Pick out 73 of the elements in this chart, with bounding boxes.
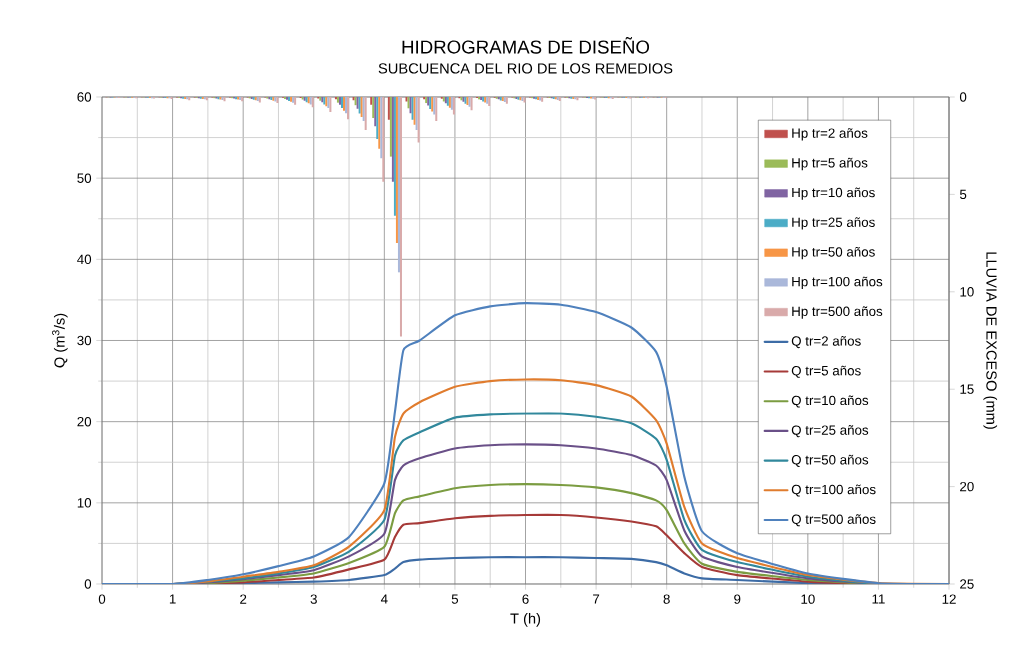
legend-label: Hp tr=10 años (792, 187, 875, 200)
legend-label: Q tr=25 años (791, 425, 869, 438)
x-tick-label: 7 (593, 594, 600, 604)
y-tick-label: 20 (77, 416, 92, 427)
legend-label: Hp tr=25 años (792, 217, 875, 230)
bar (358, 97, 361, 114)
y-tick-label: 60 (77, 92, 92, 102)
x-tick-label: 0 (98, 594, 106, 604)
bar (389, 97, 392, 157)
legend-label: Hp tr=5 años (792, 157, 868, 171)
legend-label: Hp tr=100 años (792, 276, 883, 289)
x-tick-label: 4 (380, 594, 388, 604)
line-series (102, 302, 950, 584)
y-tick-label: 40 (77, 254, 92, 265)
y2-tick-label: 0 (959, 92, 967, 102)
legend-label: Q tr=10 años (791, 395, 869, 408)
chart-title: HIDROGRAMAS DE DISEÑO (402, 37, 650, 54)
y-axis-title: Q (m$^{3}$/s) (52, 313, 68, 368)
x-tick-label: 1 (169, 594, 176, 604)
bar (329, 97, 332, 112)
y-tick-label: 50 (77, 173, 92, 183)
legend-label: Q tr=5 años (791, 365, 861, 378)
x-tick-label: 9 (734, 594, 741, 604)
bar (372, 97, 375, 119)
y2-tick-label: 20 (960, 481, 974, 492)
legend-label: Q tr=500 años (791, 514, 876, 527)
legend-label: Q tr=50 años (791, 454, 869, 467)
bar (378, 97, 381, 149)
bar (415, 97, 418, 131)
y-tick-label: 10 (77, 498, 92, 508)
bar (417, 97, 420, 143)
bar (470, 97, 473, 111)
bar (399, 97, 402, 337)
legend-label: Q tr=100 años (791, 484, 876, 497)
bar (411, 97, 414, 120)
x-tick-label: 11 (872, 594, 885, 604)
bar (347, 97, 350, 120)
x-tick-label: 12 (942, 594, 956, 604)
x-axis-title: T (h) (510, 613, 541, 627)
bar (374, 97, 377, 127)
bar (387, 97, 390, 120)
bar (376, 97, 379, 139)
bar (370, 97, 373, 105)
bar (380, 97, 383, 159)
bar (409, 97, 412, 114)
bar (407, 97, 410, 109)
legend-label: Hp tr=2 años (792, 128, 868, 141)
bar (364, 97, 367, 130)
x-tick-label: 10 (801, 594, 815, 604)
y2-tick-label: 5 (959, 189, 967, 200)
x-tick-label: 5 (451, 594, 459, 604)
bar (413, 97, 416, 125)
y-tick-label: 0 (84, 579, 92, 589)
y2-tick-label: 25 (960, 579, 974, 589)
bar (391, 97, 394, 182)
bar (435, 97, 438, 121)
bar (397, 97, 400, 273)
x-tick-label: 8 (663, 594, 670, 604)
bar (395, 97, 398, 244)
y2-tick-label: 15 (960, 384, 974, 394)
bar (393, 97, 396, 216)
legend-label: Hp tr=500 años (792, 306, 883, 319)
bar (452, 97, 455, 115)
legend-label: Q tr=2 años (791, 336, 861, 349)
legend-label: Hp tr=50 años (792, 246, 875, 260)
chart-subtitle: SUBCUENCA DEL RIO DE LOS REMEDIOS (378, 63, 673, 74)
x-tick-label: 2 (240, 594, 247, 604)
y2-tick-label: 10 (960, 287, 974, 297)
y-tick-label: 30 (77, 335, 92, 346)
x-tick-label: 6 (522, 594, 529, 604)
bar (382, 97, 385, 182)
x-tick-label: 3 (310, 594, 317, 604)
y2-axis-title: LLUVIA DE EXCESO (mm) (983, 252, 998, 429)
